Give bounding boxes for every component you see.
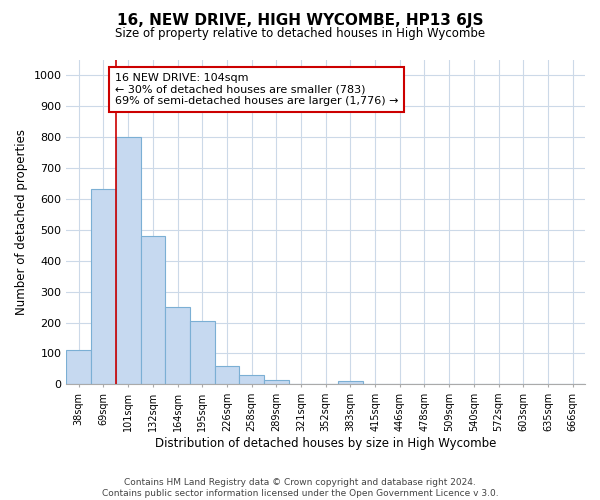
Text: Size of property relative to detached houses in High Wycombe: Size of property relative to detached ho…: [115, 28, 485, 40]
Bar: [264, 380, 289, 384]
Bar: [215, 366, 239, 384]
X-axis label: Distribution of detached houses by size in High Wycombe: Distribution of detached houses by size …: [155, 437, 496, 450]
Bar: [190, 321, 215, 384]
Bar: [338, 381, 363, 384]
Text: 16, NEW DRIVE, HIGH WYCOMBE, HP13 6JS: 16, NEW DRIVE, HIGH WYCOMBE, HP13 6JS: [117, 12, 483, 28]
Bar: [67, 350, 91, 384]
Text: 16 NEW DRIVE: 104sqm
← 30% of detached houses are smaller (783)
69% of semi-deta: 16 NEW DRIVE: 104sqm ← 30% of detached h…: [115, 73, 398, 106]
Y-axis label: Number of detached properties: Number of detached properties: [15, 129, 28, 315]
Bar: [165, 307, 190, 384]
Text: Contains HM Land Registry data © Crown copyright and database right 2024.
Contai: Contains HM Land Registry data © Crown c…: [101, 478, 499, 498]
Bar: [91, 189, 116, 384]
Bar: [116, 137, 140, 384]
Bar: [239, 375, 264, 384]
Bar: [140, 236, 165, 384]
